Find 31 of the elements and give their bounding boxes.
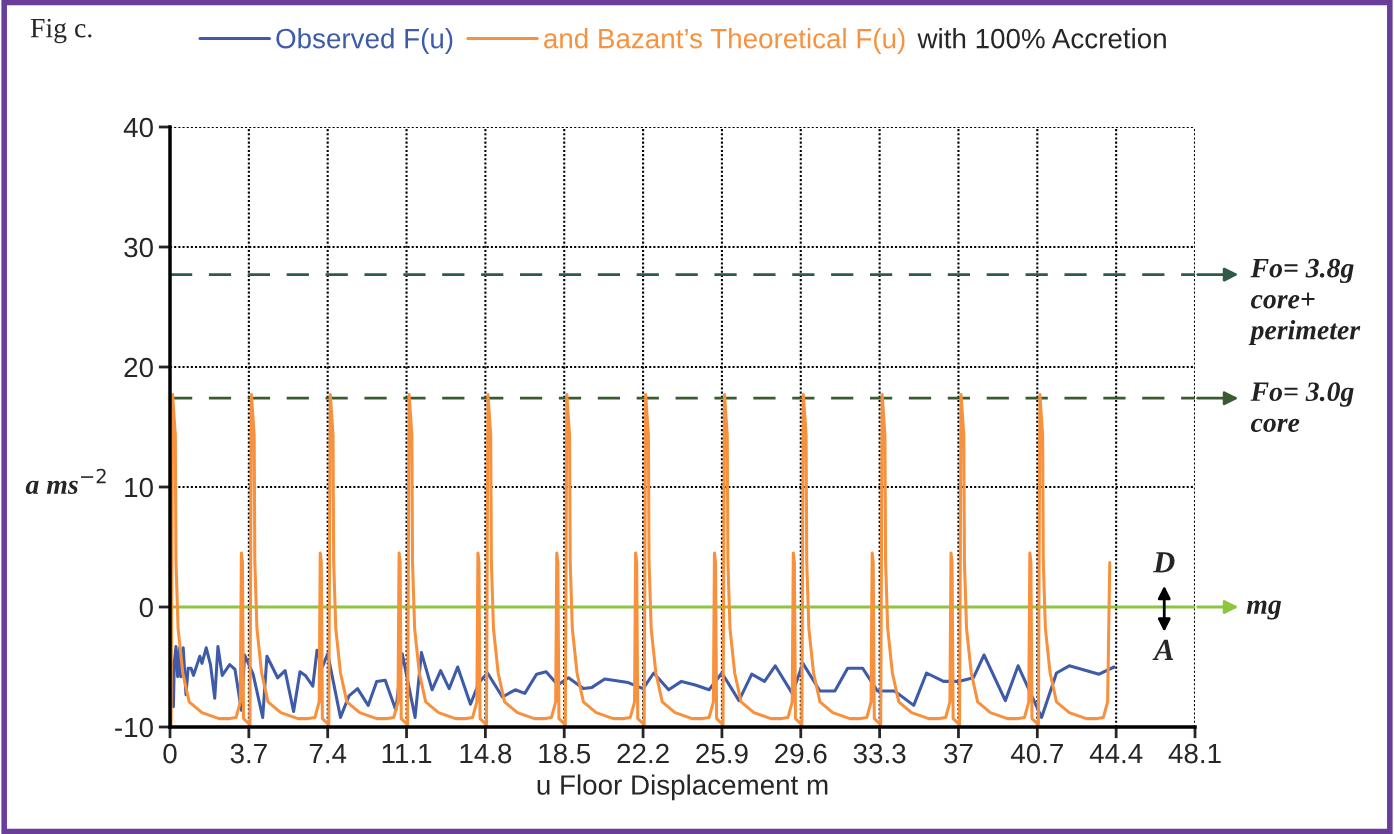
text: Fig c.: [30, 18, 92, 44]
x-tick-label: 11.1: [382, 743, 432, 764]
x-tick-label: 3.7: [230, 743, 267, 764]
x-tick-label: 37: [944, 743, 973, 764]
y-axis-title: a ms$^{−2}$: [25, 468, 106, 495]
legend-label: and Bazant’s Theoretical F(u): [544, 28, 905, 54]
legend-label: Observed F(u): [276, 28, 453, 54]
y-tick-label: 0: [139, 597, 153, 618]
x-tick-label: 22.2: [617, 743, 669, 764]
annotation: D: [1152, 552, 1175, 573]
text: with 100% Accretion: [917, 28, 1166, 49]
x-tick-label: 7.4: [309, 743, 347, 764]
x-tick-label: 40.7: [1010, 743, 1063, 764]
y-tick-label: 20: [124, 357, 153, 378]
x-tick-label: 18.5: [539, 743, 591, 764]
y-tick-label: 10: [125, 477, 153, 498]
y-tick-label: -10: [115, 717, 153, 738]
annotation: Fo= 3.8g core+ perimeter: [1248, 258, 1361, 346]
y-tick-label: 30: [124, 237, 153, 258]
x-tick-label: 0: [163, 743, 177, 764]
x-tick-label: 48.1: [1168, 743, 1221, 764]
x-tick-label: 33.3: [853, 743, 906, 764]
y-tick-label: 40: [123, 117, 153, 138]
x-tick-label: 29.6: [775, 743, 827, 764]
x-tick-label: 14.8: [460, 743, 512, 764]
annotation: Fo= 3.0g core: [1250, 382, 1354, 433]
ref-line-label: mg: [1246, 600, 1282, 620]
x-tick-label: 25.9: [696, 743, 748, 764]
x-tick-label: 44.4: [1089, 743, 1143, 764]
annotation: A: [1152, 639, 1174, 660]
x-axis-title: u Floor Displacement m: [537, 774, 828, 801]
